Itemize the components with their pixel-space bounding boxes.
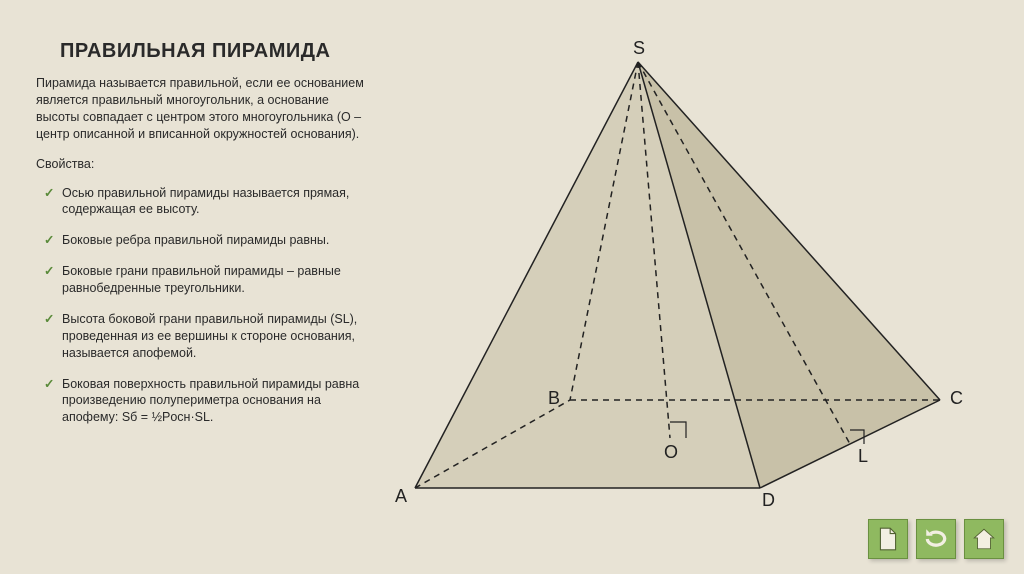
svg-text:C: C	[950, 388, 963, 408]
home-icon	[971, 526, 997, 552]
text-panel: ПРАВИЛЬНАЯ ПИРАМИДА Пирамида называется …	[36, 40, 366, 440]
property-item: Высота боковой грани правильной пирамиды…	[44, 311, 366, 362]
new-page-button[interactable]	[868, 519, 908, 559]
slide-title: ПРАВИЛЬНАЯ ПИРАМИДА	[60, 40, 366, 63]
property-item: Боковые грани правильной пирамиды – равн…	[44, 263, 366, 297]
return-icon	[923, 526, 949, 552]
svg-text:O: O	[664, 442, 678, 462]
svg-text:S: S	[633, 38, 645, 58]
back-button[interactable]	[916, 519, 956, 559]
property-item: Осью правильной пирамиды называется прям…	[44, 185, 366, 219]
property-item: Боковая поверхность правильной пирамиды …	[44, 376, 366, 427]
page-icon	[875, 526, 901, 552]
properties-label: Свойства:	[36, 157, 366, 171]
home-button[interactable]	[964, 519, 1004, 559]
pyramid-diagram: S A B C D O L	[380, 30, 1020, 530]
property-item: Боковые ребра правильной пирамиды равны.	[44, 232, 366, 249]
svg-text:D: D	[762, 490, 775, 510]
svg-text:A: A	[395, 486, 407, 506]
properties-list: Осью правильной пирамиды называется прям…	[36, 185, 366, 427]
svg-text:B: B	[548, 388, 560, 408]
definition-text: Пирамида называется правильной, если ее …	[36, 75, 366, 143]
nav-button-group	[868, 519, 1004, 559]
svg-text:L: L	[858, 446, 868, 466]
